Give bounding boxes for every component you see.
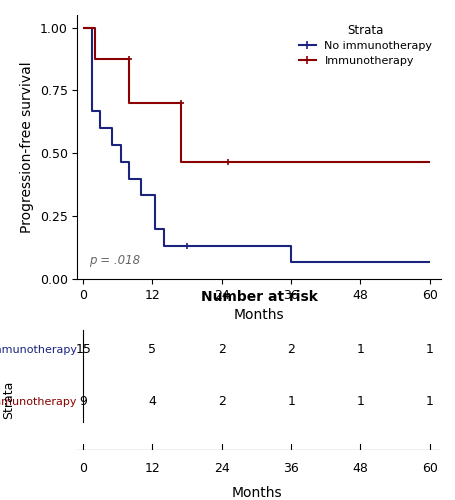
Text: 1: 1: [357, 396, 364, 408]
Text: 1: 1: [426, 344, 434, 356]
Text: 12: 12: [145, 462, 160, 475]
Text: Number at risk: Number at risk: [201, 290, 318, 304]
No immunotherapy: [98, 108, 103, 114]
Text: 2: 2: [287, 344, 295, 356]
Immunotherapy: [225, 158, 230, 164]
No immunotherapy: [126, 176, 132, 182]
Immunotherapy: [81, 24, 86, 30]
Immunotherapy: [427, 158, 433, 164]
Text: 4: 4: [148, 396, 157, 408]
Immunotherapy: [179, 158, 184, 164]
No immunotherapy: [161, 226, 167, 232]
Text: 9: 9: [79, 396, 87, 408]
Immunotherapy: [126, 56, 132, 62]
No immunotherapy: [118, 158, 123, 164]
Text: Months: Months: [231, 486, 282, 500]
Line: Immunotherapy: Immunotherapy: [83, 28, 430, 162]
Text: 0: 0: [79, 462, 87, 475]
Immunotherapy: [92, 56, 97, 62]
No immunotherapy: [109, 125, 115, 131]
No immunotherapy: [427, 260, 433, 266]
Text: 5: 5: [148, 344, 157, 356]
No immunotherapy: [126, 158, 132, 164]
Text: No immunotherapy: No immunotherapy: [0, 345, 77, 355]
Text: 2: 2: [218, 344, 226, 356]
No immunotherapy: [161, 243, 167, 249]
No immunotherapy: [89, 24, 95, 30]
Immunotherapy: [225, 158, 230, 164]
Y-axis label: Progression-free survival: Progression-free survival: [20, 62, 34, 233]
No immunotherapy: [427, 260, 433, 266]
No immunotherapy: [288, 260, 294, 266]
Text: p = .018: p = .018: [89, 254, 140, 267]
X-axis label: Months: Months: [234, 308, 285, 322]
Text: Strata: Strata: [3, 381, 15, 419]
Text: 2: 2: [218, 396, 226, 408]
Text: 36: 36: [283, 462, 299, 475]
Text: 15: 15: [75, 344, 91, 356]
No immunotherapy: [152, 226, 158, 232]
Immunotherapy: [179, 100, 184, 106]
Immunotherapy: [92, 24, 97, 30]
Immunotherapy: [427, 158, 433, 164]
Legend: No immunotherapy, Immunotherapy: No immunotherapy, Immunotherapy: [296, 20, 436, 69]
No immunotherapy: [118, 142, 123, 148]
No immunotherapy: [152, 192, 158, 198]
Text: 1: 1: [357, 344, 364, 356]
No immunotherapy: [98, 125, 103, 131]
Text: 1: 1: [426, 396, 434, 408]
No immunotherapy: [288, 243, 294, 249]
Text: 48: 48: [353, 462, 369, 475]
No immunotherapy: [81, 24, 86, 30]
Text: 1: 1: [287, 396, 295, 408]
No immunotherapy: [89, 108, 95, 114]
Immunotherapy: [126, 100, 132, 106]
No immunotherapy: [138, 176, 144, 182]
Text: Immunotherapy: Immunotherapy: [0, 397, 77, 407]
Text: 60: 60: [422, 462, 438, 475]
No immunotherapy: [109, 142, 115, 148]
Line: No immunotherapy: No immunotherapy: [83, 28, 430, 262]
Text: 24: 24: [214, 462, 230, 475]
No immunotherapy: [138, 192, 144, 198]
